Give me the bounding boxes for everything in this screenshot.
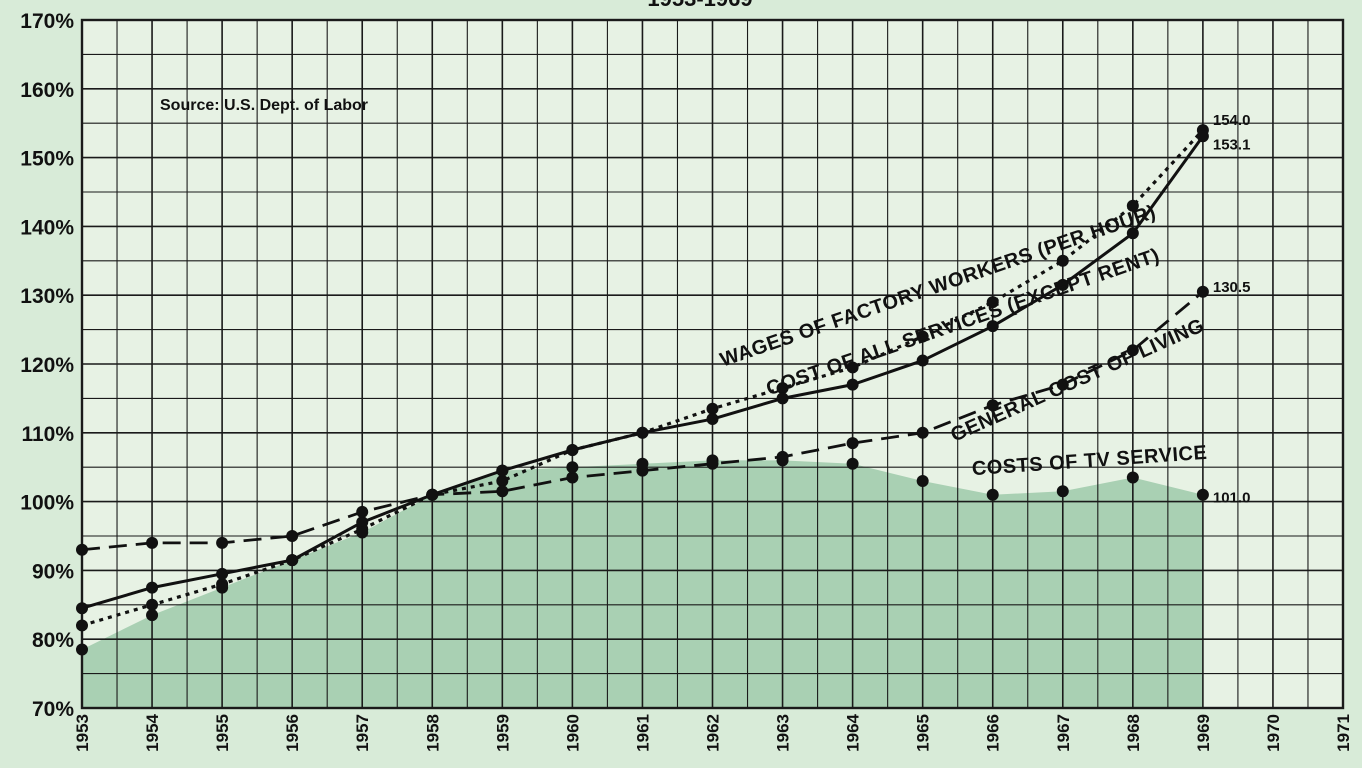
data-point [216,567,229,580]
data-point [146,581,159,594]
data-point [1126,227,1139,240]
data-point [76,619,88,632]
x-tick-label: 1964 [844,713,863,751]
data-point [76,602,88,615]
x-tick-label: 1959 [493,714,512,752]
data-point [356,505,369,518]
data-point [1056,278,1069,291]
data-point [566,471,579,484]
points-layer [76,124,1209,656]
y-tick-label: 90% [32,560,74,583]
x-tick-label: 1968 [1124,714,1143,752]
data-point [706,454,719,467]
data-point [1056,254,1069,267]
data-point [846,457,859,470]
data-point [636,426,649,439]
end-value-label: 101.0 [1213,490,1251,507]
data-point [1196,130,1209,143]
y-tick-label: 130% [20,285,74,308]
data-point [146,609,159,622]
end-value-label: 130.5 [1213,279,1251,296]
data-point [846,378,859,391]
grid-layer [80,18,1345,710]
data-point [356,516,369,529]
data-point [146,598,159,611]
data-point [986,320,999,333]
data-point [1056,485,1069,498]
y-tick-label: 70% [32,698,74,721]
y-tick-label: 170% [20,10,74,33]
x-tick-label: 1958 [423,714,442,752]
y-tick-label: 120% [20,354,74,377]
data-point [1126,199,1139,212]
data-point [636,457,649,470]
x-tick-label: 1967 [1054,714,1073,752]
data-point [916,354,929,367]
data-point [496,464,509,477]
x-tick-label: 1953 [73,714,92,752]
data-point [986,296,999,309]
data-point [216,536,229,549]
data-point [356,526,369,539]
data-point [776,392,789,405]
y-tick-label: 80% [32,629,74,652]
data-point [426,488,439,501]
data-point [1196,488,1209,501]
x-tick-label: 1969 [1194,714,1213,752]
y-tick-label: 140% [20,216,74,239]
data-point [706,413,719,426]
chart-title-fragment: 1953-1969 [647,0,752,11]
data-point [76,643,88,656]
data-point [846,437,859,450]
data-point [146,536,159,549]
data-point [1126,344,1139,357]
data-point [566,444,579,456]
data-point [916,330,929,343]
end-value-label: 154.0 [1213,112,1251,129]
data-point [1196,285,1209,298]
data-point [496,474,509,487]
x-tick-label: 1966 [984,714,1003,752]
data-point [986,488,999,501]
x-tick-label: 1960 [563,714,582,752]
data-point [76,543,88,556]
y-tick-label: 150% [20,148,74,171]
end-value-label: 153.1 [1213,136,1251,153]
x-tick-label: 1961 [633,714,652,752]
x-tick-label: 1962 [704,714,723,752]
x-tick-label: 1957 [353,714,372,752]
data-point [1126,471,1139,484]
x-tick-label: 1970 [1264,714,1283,752]
source-note: Source: U.S. Dept. of Labor [160,97,368,114]
plot-border [80,18,1345,710]
data-point [216,581,229,594]
data-point [916,426,929,439]
x-tick-label: 1954 [143,713,162,751]
data-point [566,461,579,474]
x-tick-label: 1971 [1334,714,1353,752]
data-point [1056,378,1069,391]
data-point [496,485,509,498]
data-point [916,474,929,487]
data-point [776,382,789,395]
data-point [286,554,299,567]
y-tick-label: 110% [21,423,74,446]
data-point [986,399,999,412]
x-tick-label: 1955 [213,714,232,752]
y-tick-label: 160% [20,79,74,102]
y-tick-label: 100% [20,492,74,515]
x-tick-label: 1956 [283,714,302,752]
x-tick-label: 1965 [914,714,933,752]
data-point [286,530,299,542]
data-point [776,454,789,467]
data-point [846,361,859,374]
data-point [706,402,719,415]
x-tick-label: 1963 [774,714,793,752]
